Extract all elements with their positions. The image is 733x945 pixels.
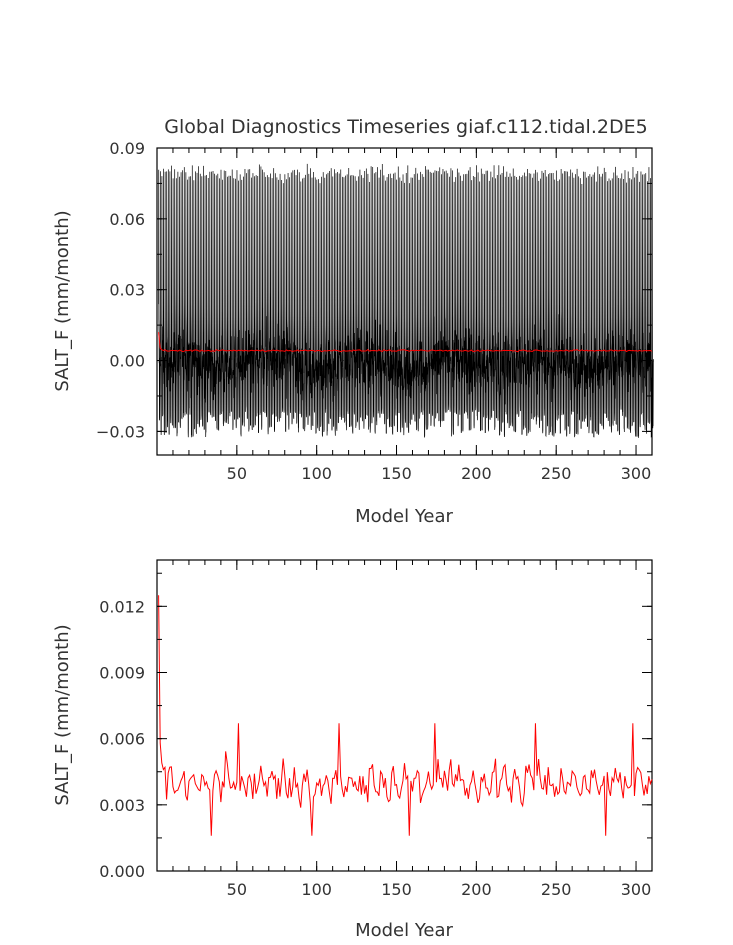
bottom-x-tick-label: 50 — [227, 880, 247, 899]
bottom-y-tick-label: 0.000 — [99, 862, 145, 881]
top-x-tick-label: 100 — [301, 464, 332, 483]
top-panel: 50 100 150 200 250 300 −0.03 0.00 0.03 0.06 0.09 M… — [52, 139, 654, 527]
top-monthly-series-line — [158, 163, 654, 438]
bottom-x-tick-label: 250 — [541, 880, 572, 899]
top-y-axis-label: SALT_F (mm/month) — [52, 210, 73, 391]
bottom-x-tick-label: 300 — [621, 880, 652, 899]
bottom-y-tick-label: 0.012 — [99, 597, 145, 616]
top-x-tick-label: 250 — [541, 464, 572, 483]
top-y-tick-label: −0.03 — [96, 422, 145, 441]
bottom-x-tick-label: 100 — [301, 880, 332, 899]
top-series-group — [158, 163, 654, 438]
bottom-ticks-group: 50 100 150 200 250 300 0.000 0.003 0.006 0.009 0.0… — [99, 560, 653, 899]
top-ticks-group: 50 100 150 200 250 300 −0.03 0.00 0.03 0.06 0.09 — [96, 139, 653, 483]
bottom-x-tick-label: 200 — [461, 880, 492, 899]
top-x-tick-label: 150 — [381, 464, 412, 483]
top-annual-series-line — [158, 332, 653, 353]
top-y-tick-label: 0.03 — [109, 281, 145, 300]
bottom-x-tick-label: 150 — [381, 880, 412, 899]
top-x-axis-label: Model Year — [355, 506, 453, 527]
bottom-y-tick-label: 0.006 — [99, 730, 145, 749]
bottom-y-axis-label: SALT_F (mm/month) — [52, 624, 73, 805]
top-x-tick-label: 200 — [461, 464, 492, 483]
top-y-tick-label: 0.09 — [109, 139, 145, 158]
bottom-y-tick-label: 0.009 — [99, 663, 145, 682]
bottom-y-tick-label: 0.003 — [99, 796, 145, 815]
bottom-x-axis-label: Model Year — [355, 920, 453, 941]
bottom-panel: 50 100 150 200 250 300 0.000 0.003 0.006 0.009 0.0… — [52, 559, 653, 941]
bottom-annual-series-line — [158, 595, 653, 836]
top-y-tick-label: 0.00 — [109, 352, 145, 371]
top-y-tick-label: 0.06 — [109, 210, 145, 229]
bottom-series-group — [158, 595, 653, 836]
bottom-plot-frame — [156, 559, 653, 872]
top-x-tick-label: 300 — [621, 464, 652, 483]
chart-title: Global Diagnostics Timeseries giaf.c112.… — [164, 116, 647, 138]
top-x-tick-label: 50 — [227, 464, 247, 483]
